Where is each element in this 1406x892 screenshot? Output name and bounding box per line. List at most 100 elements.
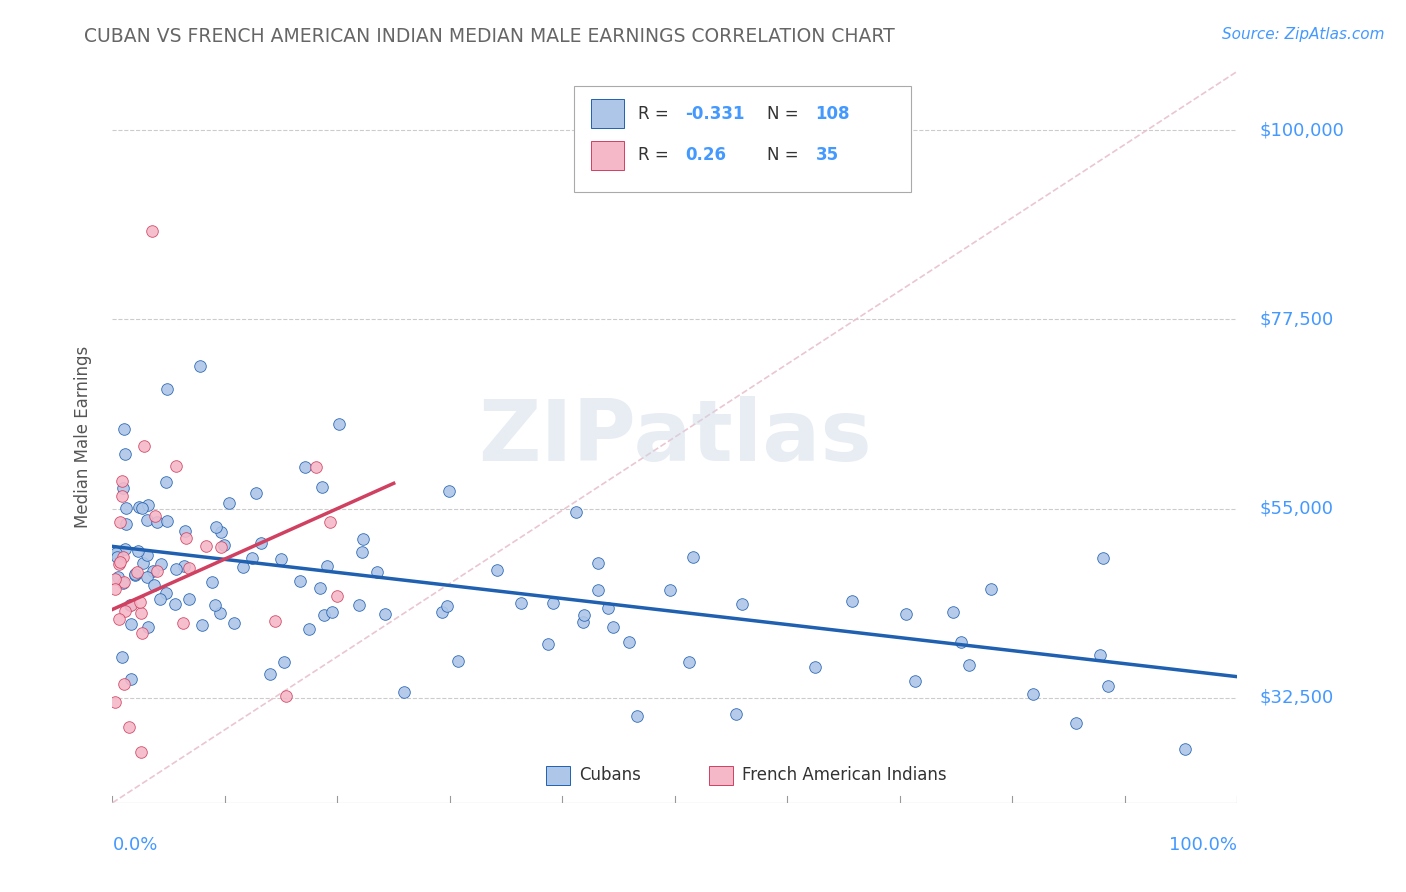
Text: 0.0%: 0.0% xyxy=(112,837,157,855)
Point xyxy=(142,564,165,578)
Point xyxy=(724,706,747,721)
Point xyxy=(209,606,232,620)
Point xyxy=(105,549,128,564)
Point xyxy=(352,544,374,558)
Point xyxy=(124,568,146,582)
Point xyxy=(212,538,235,552)
Point xyxy=(541,595,564,609)
Point xyxy=(394,685,416,699)
Point xyxy=(114,447,136,461)
Point xyxy=(111,474,134,488)
Point xyxy=(250,535,273,549)
Point xyxy=(155,586,177,600)
Point xyxy=(114,516,136,531)
Point xyxy=(173,559,195,574)
Point xyxy=(240,550,263,565)
Point xyxy=(957,657,980,672)
Point xyxy=(156,514,179,528)
Text: $55,000: $55,000 xyxy=(1260,500,1334,517)
Point xyxy=(565,505,588,519)
Point xyxy=(115,500,138,515)
Point xyxy=(1091,551,1114,566)
Point xyxy=(308,582,330,596)
Point xyxy=(107,545,129,559)
Point xyxy=(136,548,159,562)
Point xyxy=(305,459,328,474)
Text: $32,500: $32,500 xyxy=(1260,689,1334,706)
Text: CUBAN VS FRENCH AMERICAN INDIAN MEDIAN MALE EARNINGS CORRELATION CHART: CUBAN VS FRENCH AMERICAN INDIAN MEDIAN M… xyxy=(84,27,896,45)
Y-axis label: Median Male Earnings: Median Male Earnings xyxy=(73,346,91,528)
FancyBboxPatch shape xyxy=(546,766,571,785)
Point xyxy=(143,508,166,523)
Point xyxy=(150,557,173,571)
Point xyxy=(218,496,240,510)
Point xyxy=(129,745,152,759)
Point xyxy=(509,596,531,610)
Point xyxy=(120,599,142,613)
Text: N =: N = xyxy=(768,104,804,123)
Point xyxy=(108,557,131,571)
Point xyxy=(347,598,370,612)
Text: 35: 35 xyxy=(815,146,838,164)
Point xyxy=(288,574,311,588)
Point xyxy=(179,592,201,607)
Point xyxy=(224,616,246,631)
Point xyxy=(586,556,609,570)
Text: $77,500: $77,500 xyxy=(1260,310,1334,328)
Point xyxy=(1022,687,1045,701)
Point xyxy=(201,574,224,589)
Point xyxy=(177,560,200,574)
Point xyxy=(314,608,336,623)
Point xyxy=(155,475,177,489)
Point xyxy=(163,597,186,611)
Point xyxy=(204,599,226,613)
Point xyxy=(352,533,374,547)
Text: 0.26: 0.26 xyxy=(685,146,725,164)
Point xyxy=(188,359,211,373)
Point xyxy=(132,556,155,570)
Point xyxy=(112,481,135,495)
Text: R =: R = xyxy=(638,104,673,123)
Point xyxy=(205,520,228,534)
Point xyxy=(143,578,166,592)
Point xyxy=(172,616,194,631)
Point xyxy=(118,720,141,734)
Point xyxy=(297,622,319,636)
Text: French American Indians: French American Indians xyxy=(742,766,948,784)
Point xyxy=(273,655,295,669)
Point xyxy=(374,607,396,621)
Point xyxy=(572,615,595,630)
Point xyxy=(485,563,508,577)
Point xyxy=(326,589,349,603)
Point xyxy=(980,582,1002,596)
Point xyxy=(942,605,965,619)
Point xyxy=(129,606,152,620)
Point xyxy=(245,486,267,500)
Point xyxy=(131,501,153,516)
Point xyxy=(146,564,169,578)
Point xyxy=(294,460,316,475)
Point xyxy=(731,597,754,611)
Point xyxy=(678,655,700,669)
Point xyxy=(321,605,343,619)
Point xyxy=(804,660,827,674)
Point xyxy=(112,575,135,590)
Point xyxy=(437,484,460,499)
Point xyxy=(129,595,152,609)
Text: -0.331: -0.331 xyxy=(685,104,745,123)
Point xyxy=(120,598,142,612)
Point xyxy=(659,582,682,597)
Text: Source: ZipAtlas.com: Source: ZipAtlas.com xyxy=(1222,27,1385,42)
Point xyxy=(104,582,127,596)
Point xyxy=(447,655,470,669)
Point xyxy=(432,606,454,620)
Point xyxy=(156,383,179,397)
Point xyxy=(112,677,135,691)
Point xyxy=(259,667,281,681)
FancyBboxPatch shape xyxy=(574,86,911,192)
Point xyxy=(311,480,333,494)
Text: 100.0%: 100.0% xyxy=(1170,837,1237,855)
Point xyxy=(586,583,609,598)
Text: R =: R = xyxy=(638,146,673,164)
Point xyxy=(135,513,157,527)
